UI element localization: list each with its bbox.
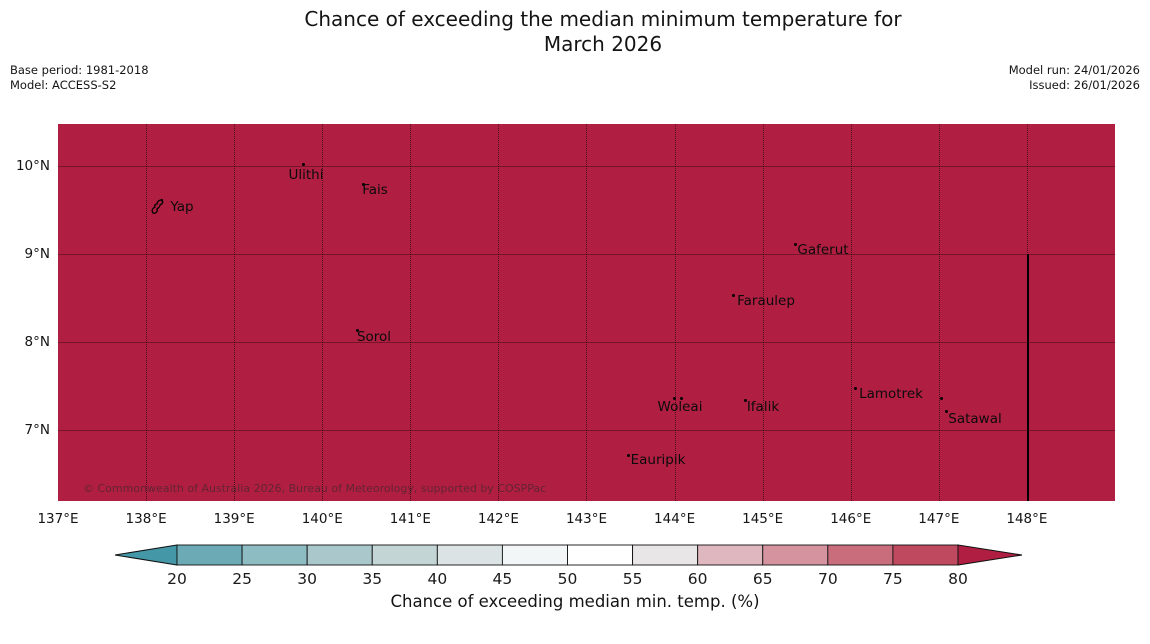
gridline-horizontal bbox=[58, 430, 1115, 431]
y-axis-tick-label: 9°N bbox=[24, 246, 50, 263]
gridline-vertical bbox=[498, 124, 499, 501]
model-info: Base period: 1981-2018 Model: ACCESS-S2 bbox=[10, 63, 149, 92]
island-marker bbox=[355, 328, 359, 332]
gridline-vertical bbox=[939, 124, 940, 501]
x-axis-tick-label: 143°E bbox=[565, 511, 608, 527]
x-axis-tick-label: 138°E bbox=[125, 511, 167, 527]
colorbar-segment bbox=[176, 544, 243, 566]
gridline-vertical bbox=[410, 124, 411, 501]
colorbar-title: Chance of exceeding median min. temp. (%… bbox=[390, 592, 760, 611]
place-label: Ulithi bbox=[288, 167, 324, 183]
copyright-text: © Commonwealth of Australia 2026, Bureau… bbox=[83, 482, 547, 495]
island-marker bbox=[853, 386, 857, 390]
place-label: Lamotrek bbox=[859, 386, 923, 402]
place-label: Eauripik bbox=[630, 452, 686, 468]
place-label: Yap bbox=[170, 199, 194, 215]
model-name-text: Model: ACCESS-S2 bbox=[10, 77, 117, 92]
gridline-vertical bbox=[675, 124, 676, 501]
colorbar-over-arrow bbox=[957, 544, 1023, 566]
gridline-horizontal bbox=[58, 342, 1115, 343]
x-axis-tick-label: 144°E bbox=[654, 511, 696, 527]
colorbar: 20 25 30 35 40 45 50 55 60 65 70 75 80 bbox=[114, 544, 1023, 588]
island-marker bbox=[793, 242, 797, 246]
figure-title: Chance of exceeding the median minimum t… bbox=[28, 7, 1150, 57]
place-label: Ifalik bbox=[746, 399, 780, 415]
gridline-vertical bbox=[763, 124, 764, 501]
run-info: Model run: 24/01/2026 Issued: 26/01/2026 bbox=[1009, 63, 1140, 92]
place-label: Satawal bbox=[948, 411, 1002, 427]
colorbar-tick-label: 20 bbox=[167, 570, 187, 588]
colorbar-segment bbox=[697, 544, 764, 566]
figure-title-line2: March 2026 bbox=[543, 32, 663, 56]
place-label: Sorol bbox=[356, 329, 392, 345]
gridline-horizontal bbox=[58, 254, 1115, 255]
x-axis-tick-label: 140°E bbox=[301, 511, 343, 527]
colorbar-segment bbox=[371, 544, 438, 566]
colorbar-tick-label: 80 bbox=[948, 570, 968, 588]
island-marker bbox=[361, 182, 365, 186]
base-period-text: Base period: 1981-2018 bbox=[10, 63, 149, 77]
island-outline-icon bbox=[150, 198, 166, 220]
colorbar-segment bbox=[306, 544, 373, 566]
island-marker bbox=[679, 396, 683, 400]
island-marker bbox=[939, 396, 943, 400]
island-marker bbox=[626, 453, 630, 457]
island-marker bbox=[301, 162, 305, 166]
colorbar-tick-label: 60 bbox=[688, 570, 708, 588]
place-label: Woleai bbox=[657, 399, 703, 415]
island-marker bbox=[672, 396, 676, 400]
colorbar-tick-label: 55 bbox=[623, 570, 643, 588]
x-axis-tick-label: 145°E bbox=[742, 511, 784, 527]
x-axis-tick-label: 147°E bbox=[918, 511, 960, 527]
x-axis-tick-label: 146°E bbox=[830, 511, 872, 527]
colorbar-tick-label: 40 bbox=[427, 570, 447, 588]
colorbar-segment bbox=[892, 544, 959, 566]
issued-text: Issued: 26/01/2026 bbox=[1029, 77, 1140, 92]
colorbar-segment bbox=[567, 544, 634, 566]
colorbar-tick-label: 35 bbox=[362, 570, 382, 588]
colorbar-tick-label: 25 bbox=[232, 570, 252, 588]
colorbar-under-arrow bbox=[114, 544, 178, 566]
colorbar-tick-label: 45 bbox=[493, 570, 513, 588]
gridline-vertical bbox=[586, 124, 587, 501]
meridian-line-148e bbox=[1027, 254, 1029, 501]
gridline-vertical bbox=[322, 124, 323, 501]
colorbar-segment bbox=[827, 544, 894, 566]
gridline-vertical bbox=[851, 124, 852, 501]
y-axis-tick-label: 10°N bbox=[15, 158, 50, 175]
island-marker bbox=[944, 409, 948, 413]
map-panel: Yap Ulithi Fais Sorol Gaferut Faraulep Woleai I… bbox=[58, 124, 1115, 501]
colorbar-segment bbox=[501, 544, 568, 566]
place-label: Fais bbox=[362, 182, 388, 198]
colorbar-tick-label: 50 bbox=[558, 570, 578, 588]
island-marker bbox=[731, 293, 735, 297]
x-axis-tick-label: 148°E bbox=[1006, 511, 1048, 527]
island-marker bbox=[743, 398, 747, 402]
colorbar-tick-label: 75 bbox=[883, 570, 903, 588]
colorbar-tick-label: 30 bbox=[297, 570, 317, 588]
x-axis-tick-label: 142°E bbox=[477, 511, 519, 527]
colorbar-tick-label: 65 bbox=[753, 570, 773, 588]
colorbar-segment bbox=[632, 544, 699, 566]
x-axis-tick-label: 137°E bbox=[37, 511, 79, 527]
gridline-horizontal bbox=[58, 166, 1115, 167]
place-label: Gaferut bbox=[797, 242, 849, 258]
model-run-text: Model run: 24/01/2026 bbox=[1008, 63, 1140, 77]
colorbar-segment bbox=[436, 544, 503, 566]
figure-title-line1: Chance of exceeding the median minimum t… bbox=[304, 7, 902, 31]
y-axis-tick-label: 8°N bbox=[24, 334, 50, 351]
gridline-vertical bbox=[146, 124, 147, 501]
x-axis-tick-label: 139°E bbox=[213, 511, 255, 527]
x-axis-tick-label: 141°E bbox=[389, 511, 431, 527]
colorbar-segment bbox=[241, 544, 308, 566]
y-axis-tick-label: 7°N bbox=[24, 422, 50, 439]
colorbar-tick-label: 70 bbox=[818, 570, 838, 588]
place-label: Faraulep bbox=[737, 293, 795, 309]
gridline-vertical bbox=[234, 124, 235, 501]
colorbar-segment bbox=[762, 544, 829, 566]
